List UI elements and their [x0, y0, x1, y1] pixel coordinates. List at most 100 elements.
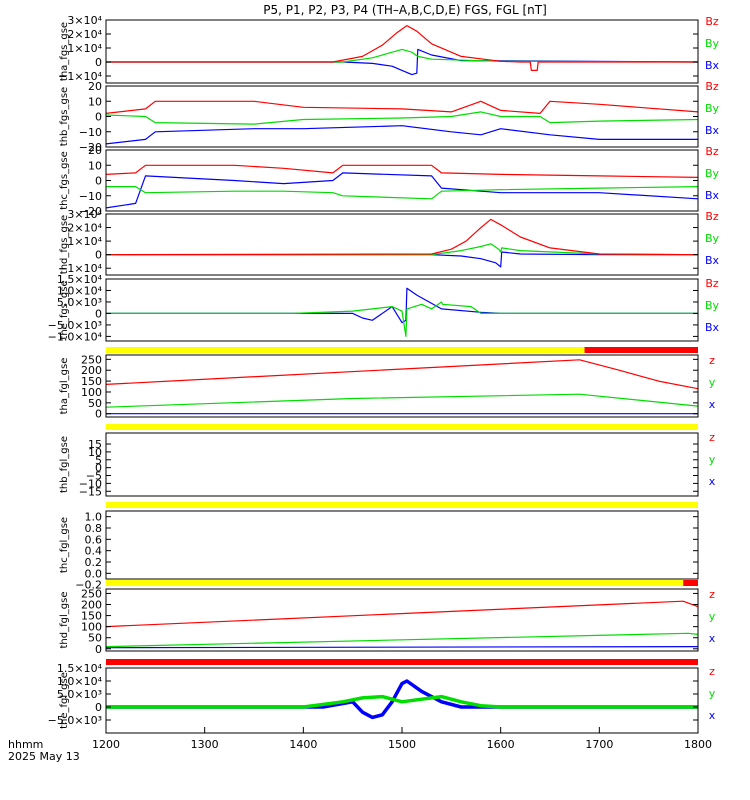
y-tick-label: 3×10⁴ — [67, 208, 102, 221]
x-tick-label: 1800 — [684, 738, 712, 751]
y-tick-label: 1.0 — [85, 511, 103, 524]
panel-the_fgl_gse: 1.5×10⁴1.0×10⁴5.0×10³0−5.0×10³the_fgl_gs… — [48, 659, 716, 734]
y-tick-label: 1×10⁴ — [67, 42, 102, 55]
y-axis-label: thd_fgl_gse — [59, 592, 70, 649]
legend-entry-z: z — [709, 665, 715, 678]
y-tick-label: 50 — [88, 397, 102, 410]
panels: 3×10⁴2×10⁴1×10⁴0−1×10⁴tha_fgs_gseBzByBx2… — [48, 14, 720, 734]
x-tick-label: 1500 — [388, 738, 416, 751]
y-tick-label: 15 — [88, 438, 102, 451]
series-line-Bx — [106, 125, 698, 145]
series-group — [106, 164, 698, 209]
y-tick-label: 100 — [81, 621, 102, 634]
flag-bar-segment-1 — [584, 347, 698, 353]
legend-entry-y: y — [709, 376, 716, 389]
y-tick-label: 1.5×10⁴ — [57, 273, 103, 286]
legend-entry-Bx: Bx — [705, 59, 720, 72]
legend-entry-By: By — [705, 102, 720, 115]
x-tick-label: 1300 — [191, 738, 219, 751]
chart-title: P5, P1, P2, P3, P4 (TH–A,B,C,D,E) FGS, F… — [263, 3, 547, 17]
legend-entry-Bz: Bz — [705, 210, 719, 223]
series-group — [106, 287, 698, 337]
y-axis-label: the_fgs_gse — [59, 280, 70, 339]
series-group — [106, 679, 698, 720]
legend-entry-Bx: Bx — [705, 189, 720, 202]
x-tick-label: 1600 — [487, 738, 515, 751]
y-tick-label: 0 — [95, 249, 102, 262]
x-tick-label: 1200 — [92, 738, 120, 751]
legend-entry-By: By — [705, 37, 720, 50]
series-group — [106, 600, 698, 649]
legend-entry-Bz: Bz — [705, 277, 719, 290]
y-tick-label: 0 — [95, 408, 102, 421]
series-line-x — [106, 645, 698, 649]
y-tick-label: 0 — [95, 701, 102, 714]
legend-entry-x: x — [709, 398, 716, 411]
legend-entry-By: By — [705, 167, 720, 180]
legend-entry-Bx: Bx — [705, 321, 720, 334]
y-tick-label: 100 — [81, 386, 102, 399]
x-axis: 1200 1300 1400 1500 1600 1700 1800 — [92, 727, 712, 751]
series-line-Bx — [106, 172, 698, 209]
legend-entry-Bx: Bx — [705, 254, 720, 267]
series-line-z — [106, 359, 698, 390]
y-tick-label: −1×10⁴ — [58, 262, 102, 275]
y-tick-label: 20 — [88, 144, 102, 157]
y-tick-label: 0 — [95, 111, 102, 124]
legend-entry-z: z — [709, 588, 715, 601]
panel-frame — [105, 19, 699, 84]
legend-entry-y: y — [709, 610, 716, 623]
y-axis-label: thb_fgs_gse — [59, 87, 70, 146]
panel-thc_fgs_gse: 20 10 0 −10 −20 thc_fgs_gse Bz By Bx — [59, 144, 720, 218]
legend-entry-z: z — [709, 354, 715, 367]
y-tick-label: 20 — [88, 80, 102, 93]
panel-thc_fgl_gse: 1.00.80.60.40.20.0−0.2 thc_fgl_gse — [59, 502, 699, 592]
series-group — [106, 218, 698, 268]
panel-frame — [105, 432, 699, 497]
y-axis-label: thb_fgl_gse — [59, 436, 70, 493]
flag-bar-segment-0 — [106, 580, 684, 586]
series-line-Bz — [106, 164, 698, 178]
panel-frame — [105, 213, 699, 276]
flag-bar-segment-0 — [106, 424, 698, 430]
flag-bar-segment-1 — [683, 580, 698, 586]
y-tick-label: 0 — [95, 307, 102, 320]
panel-the_fgs_gse: 1.5×10⁴1.0×10⁴5.0×10³0−5.0×10³−1.0×10⁴th… — [48, 273, 720, 343]
y-tick-label: 250 — [81, 353, 102, 366]
legend-entry-x: x — [709, 475, 716, 488]
x-tick-label: 1400 — [289, 738, 317, 751]
y-tick-label: 10 — [88, 446, 102, 459]
series-line-Bx — [106, 251, 698, 268]
y-tick-label: 150 — [81, 375, 102, 388]
series-line-Bz — [106, 218, 698, 256]
legend-entry-Bx: Bx — [705, 124, 720, 137]
y-tick-label: 150 — [81, 610, 102, 623]
y-tick-label: −1.0×10⁴ — [48, 330, 103, 343]
y-axis-label: thc_fgs_gse — [59, 151, 70, 210]
y-tick-label: 1.0×10⁴ — [57, 675, 103, 688]
legend-entry-x: x — [709, 632, 716, 645]
x-corner-label-2: 2025 May 13 — [8, 750, 80, 763]
y-tick-label: 5.0×10³ — [57, 688, 102, 701]
y-tick-label: 250 — [81, 587, 102, 600]
y-tick-label: 200 — [81, 364, 102, 377]
y-tick-label: 10 — [88, 159, 102, 172]
legend-entry-Bz: Bz — [705, 145, 719, 158]
panel-frame — [105, 278, 699, 342]
y-tick-label: −5.0×10³ — [48, 319, 102, 332]
panel-frame — [105, 354, 699, 418]
series-line-By — [106, 48, 698, 63]
y-tick-label: 5 — [95, 454, 102, 467]
y-tick-label: 0.6 — [85, 533, 103, 546]
flag-bar-segment-0 — [106, 659, 698, 665]
y-tick-label: 0 — [95, 462, 102, 475]
legend-entry-z: z — [709, 431, 715, 444]
y-tick-label: 0 — [95, 175, 102, 188]
y-tick-label: 3×10⁴ — [67, 14, 102, 27]
y-tick-label: 0.0 — [85, 567, 103, 580]
legend-entry-Bz: Bz — [705, 80, 719, 93]
flag-bar-segment-0 — [106, 502, 698, 508]
